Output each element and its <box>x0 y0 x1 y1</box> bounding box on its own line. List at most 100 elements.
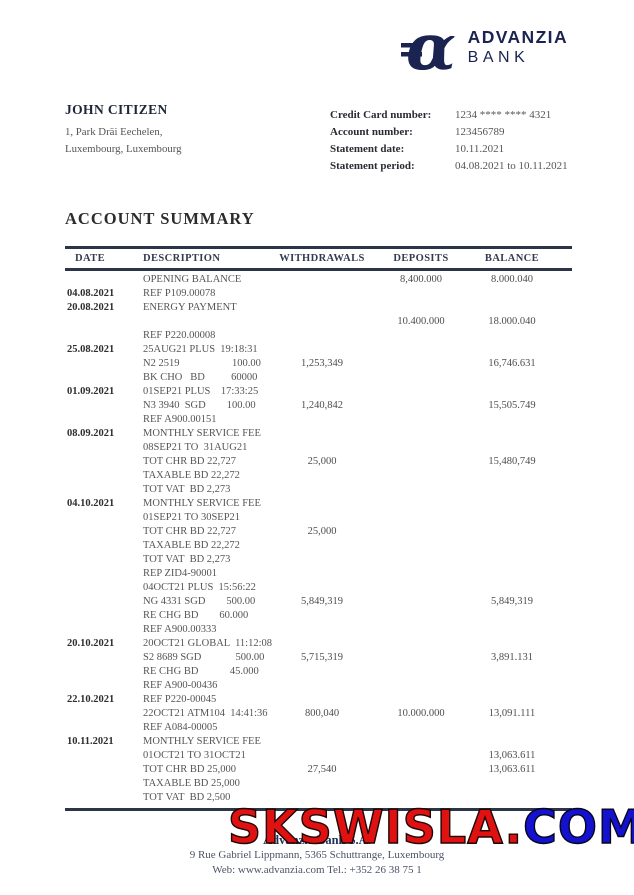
cell-description: S2 8689 SGD 500.00 <box>143 652 265 663</box>
cell-date <box>65 371 143 385</box>
table-row: OPENING BALANCE 8,400.000 8.000.040 <box>65 273 572 287</box>
cell-description: TAXABLE BD 25,000 <box>143 778 240 789</box>
cell-balance <box>465 679 559 693</box>
table-row: TAXABLE BD 25,000 <box>65 777 572 791</box>
table-row: 01SEP21 TO 30SEP21 <box>65 511 572 525</box>
watermark-red-text: SKSWISLA. <box>227 799 524 854</box>
cell-date <box>65 525 143 539</box>
cell-date <box>65 469 143 483</box>
cell-date <box>65 665 143 679</box>
table-row: 22.10.2021 REF P220-00045 <box>65 693 572 707</box>
cell-date <box>65 679 143 693</box>
cell-withdrawal <box>267 483 377 497</box>
cell-deposit <box>377 371 465 385</box>
cell-balance <box>465 301 559 315</box>
cell-balance <box>465 693 559 707</box>
table-row: 04OCT21 PLUS 15:56:22 <box>65 581 572 595</box>
cell-deposit <box>377 777 465 791</box>
cell-deposit <box>377 735 465 749</box>
cell-withdrawal <box>267 735 377 749</box>
table-row: REF P220.00008 <box>65 329 572 343</box>
cell-balance: 13,063.611 <box>488 750 536 761</box>
cell-description: TOT VAT BD 2,273 <box>143 554 231 565</box>
cell-deposit <box>377 413 465 427</box>
cell-date <box>65 399 143 413</box>
cell-withdrawal <box>267 427 377 441</box>
cell-date <box>65 763 143 777</box>
cell-balance <box>465 539 559 553</box>
cell-balance <box>465 343 559 357</box>
cell-withdrawal: 5,849,319 <box>301 596 343 607</box>
euro-bar-bottom <box>400 52 422 57</box>
cell-withdrawal <box>267 441 377 455</box>
cell-description: TOT VAT BD 2,500 <box>143 792 231 803</box>
cell-description: REF A900.00333 <box>143 624 217 635</box>
info-row-statement-date: Statement date: 10.11.2021 <box>330 141 568 158</box>
cell-balance <box>465 441 559 455</box>
table-body: OPENING BALANCE 8,400.000 8.000.040 04.08.2… <box>65 271 572 811</box>
cell-deposit <box>377 665 465 679</box>
info-label: Credit Card number: <box>330 109 432 121</box>
table-row: 10.400.000 18.000.040 <box>65 315 572 329</box>
footer-bank-name: Advanzia Bank S.A. <box>263 833 371 847</box>
cell-description: 04OCT21 PLUS 15:56:22 <box>143 582 256 593</box>
cell-description <box>143 315 267 329</box>
cell-date <box>65 595 143 609</box>
cell-balance <box>465 483 559 497</box>
table-row: REP ZID4-90001 <box>65 567 572 581</box>
cell-balance: 5,849,319 <box>491 596 533 607</box>
cell-withdrawal <box>267 287 377 301</box>
cell-withdrawal <box>267 315 377 329</box>
cell-balance: 8.000.040 <box>491 274 533 285</box>
cell-date <box>65 357 143 371</box>
cell-date <box>65 441 143 455</box>
cell-description: REF P220.00008 <box>143 330 216 341</box>
cell-description: N2 2519 100.00 <box>143 358 261 369</box>
table-row: 08SEP21 TO 31AUG21 <box>65 441 572 455</box>
table-row: 25.08.2021 25AUG21 PLUS 19:18:31 <box>65 343 572 357</box>
cell-date <box>65 567 143 581</box>
cell-date <box>65 609 143 623</box>
cell-balance <box>465 469 559 483</box>
cell-balance <box>465 665 559 679</box>
table-row: TOT CHR BD 22,727 25,000 15,480,749 <box>65 455 572 469</box>
cell-deposit <box>377 511 465 525</box>
cell-balance <box>465 385 559 399</box>
table-row: BK CHO BD 60000 <box>65 371 572 385</box>
cell-balance <box>465 287 559 301</box>
cell-date <box>65 329 143 343</box>
brand-name: ADVANZIA <box>467 27 568 47</box>
cell-date <box>65 273 143 287</box>
cell-date <box>65 777 143 791</box>
cell-date: 20.10.2021 <box>67 638 115 649</box>
recipient-name: JOHN CITIZEN <box>65 102 168 117</box>
cell-deposit <box>377 483 465 497</box>
cell-withdrawal <box>267 637 377 651</box>
cell-deposit <box>377 497 465 511</box>
summary-table: DATE DESCRIPTION WITHDRAWALS DEPOSITS BA… <box>65 246 572 811</box>
cell-description: MONTHLY SERVICE FEE <box>143 498 261 509</box>
cell-deposit <box>377 329 465 343</box>
table-row: 10.11.2021 MONTHLY SERVICE FEE <box>65 735 572 749</box>
cell-balance: 15,505.749 <box>488 400 536 411</box>
table-row: NG 4331 SGD 500.00 5,849,319 5,849,319 <box>65 595 572 609</box>
cell-deposit: 10.400.000 <box>397 316 445 327</box>
cell-balance: 15,480,749 <box>488 456 536 467</box>
cell-balance: 18.000.040 <box>488 316 536 327</box>
cell-withdrawal: 25,000 <box>307 456 337 467</box>
cell-description: 01SEP21 PLUS 17:33:25 <box>143 386 259 397</box>
cell-description: REP ZID4-90001 <box>143 568 217 579</box>
table-header: DATE DESCRIPTION WITHDRAWALS DEPOSITS BA… <box>65 246 572 271</box>
cell-date: 22.10.2021 <box>67 694 115 705</box>
table-row: TAXABLE BD 22,272 <box>65 539 572 553</box>
cell-description: TOT CHR BD 25,000 <box>143 764 236 775</box>
cell-deposit <box>377 609 465 623</box>
info-row-card-number: Credit Card number: 1234 **** **** 4321 <box>330 107 568 124</box>
cell-date <box>65 455 143 469</box>
cell-balance <box>465 413 559 427</box>
cell-deposit <box>377 301 465 315</box>
cell-withdrawal: 1,253,349 <box>301 358 343 369</box>
cell-withdrawal <box>267 511 377 525</box>
cell-deposit <box>377 623 465 637</box>
